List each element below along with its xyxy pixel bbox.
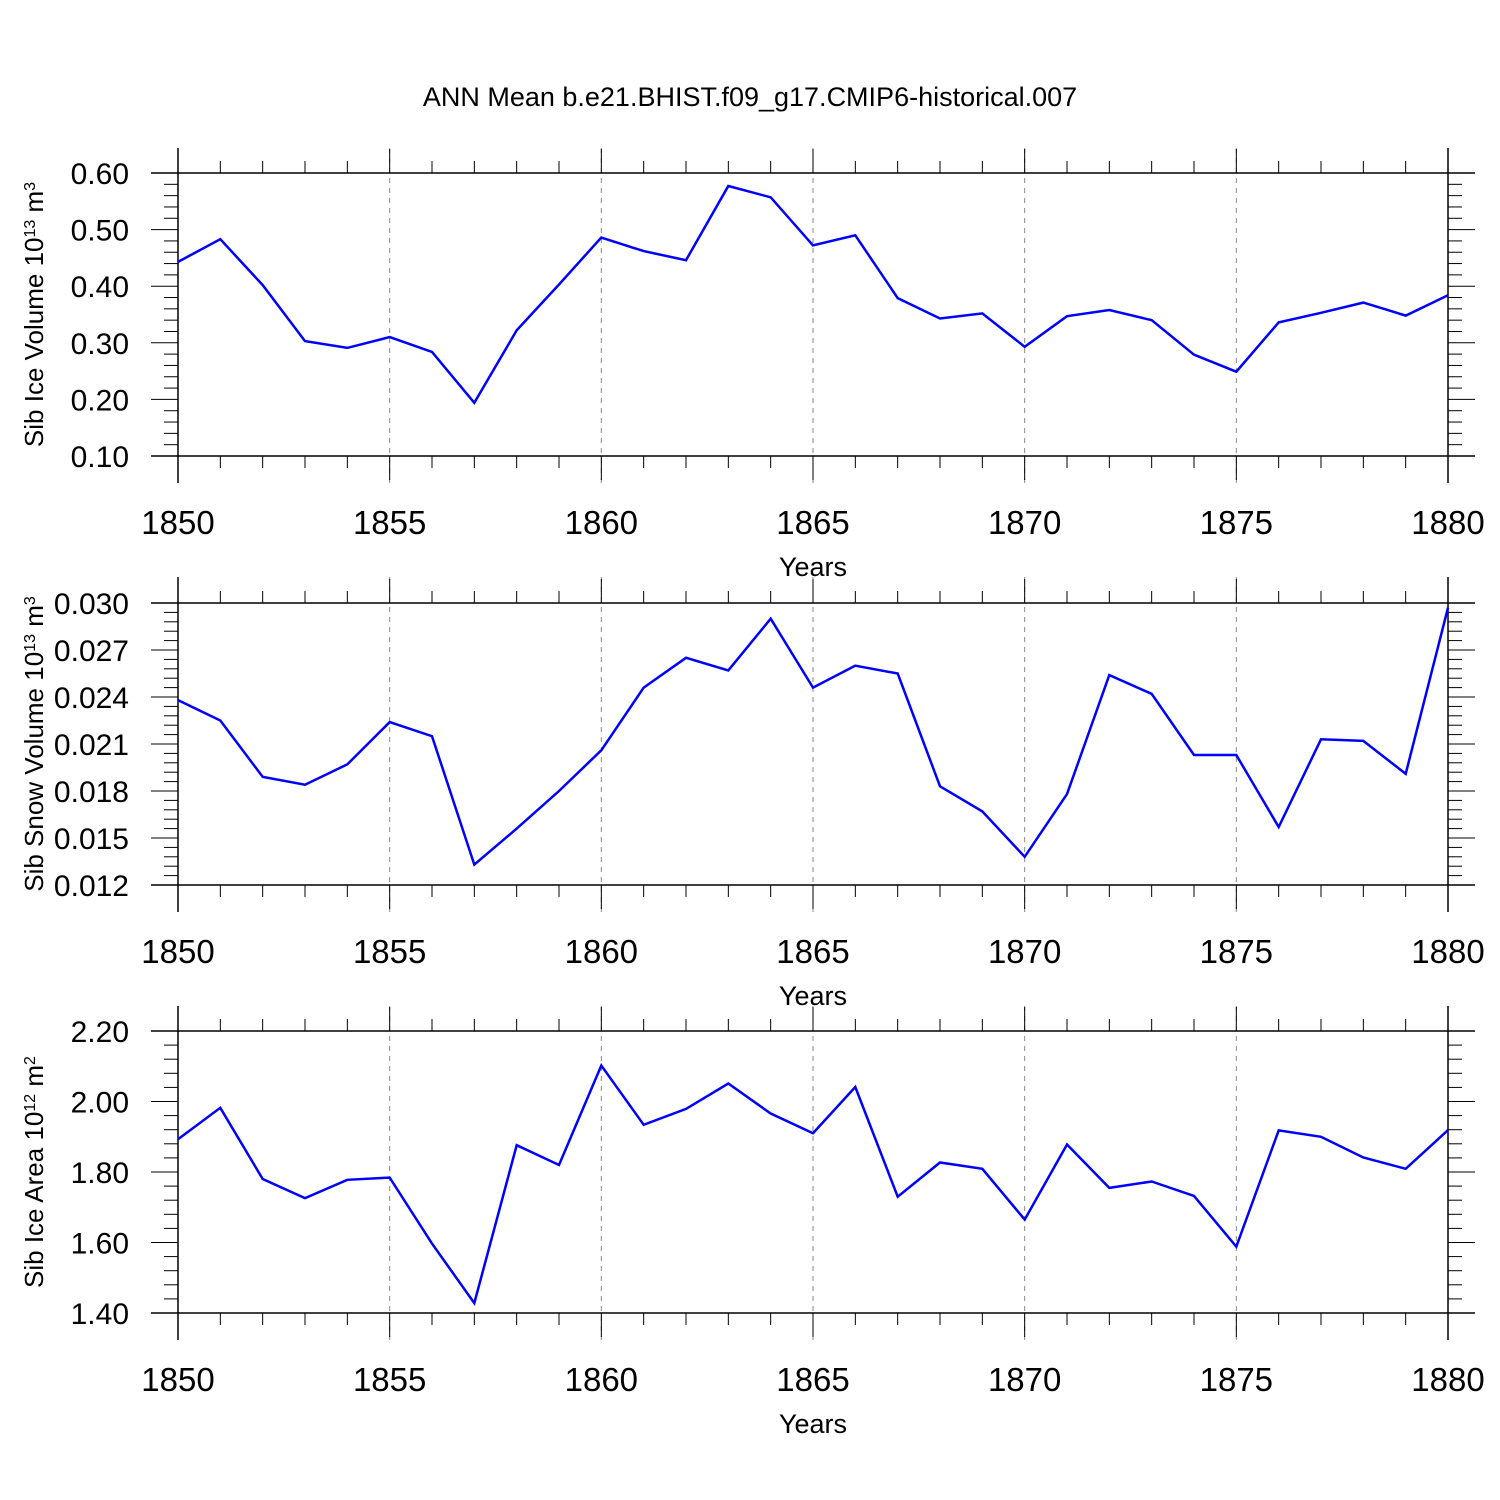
x-tick-label: 1860 [565, 504, 638, 541]
y-tick-label: 1.60 [71, 1228, 129, 1261]
x-tick-label: 1880 [1411, 933, 1484, 970]
panel-2: 0.012 0.015 0.018 0.021 0.024 0.027 0.030 1850 1… [19, 577, 1485, 1011]
x-tick-label: 1860 [565, 933, 638, 970]
y-axis-label: Sib Ice Area 1012 m2 [19, 1056, 49, 1288]
x-tick-label: 1860 [565, 1361, 638, 1398]
y-axis-label: Sib Snow Volume 1013 m3 [19, 596, 49, 892]
panel-3: 1.40 1.60 1.80 2.00 2.20 1850 1855 1860 1865 1870… [19, 1006, 1485, 1439]
x-tick-label: 1870 [988, 504, 1061, 541]
x-tick-label: 1865 [776, 1361, 849, 1398]
x-tick-label: 1850 [141, 933, 214, 970]
y-tick-label: 1.80 [71, 1157, 129, 1190]
y-tick-label: 0.10 [71, 441, 129, 474]
series-line [177, 1062, 1449, 1306]
x-tick-label: 1865 [776, 933, 849, 970]
y-axis-label: Sib Ice Volume 1013 m3 [19, 182, 49, 447]
y-tick-label: 0.30 [71, 328, 129, 361]
x-tick-label: 1875 [1200, 933, 1273, 970]
x-tick-label: 1870 [988, 933, 1061, 970]
x-tick-label: 1875 [1200, 504, 1273, 541]
x-tick-label: 1850 [141, 504, 214, 541]
y-tick-label: 0.027 [54, 635, 129, 668]
x-tick-label: 1870 [988, 1361, 1061, 1398]
y-tick-label: 0.030 [54, 588, 129, 621]
x-tick-label: 1880 [1411, 1361, 1484, 1398]
series-line [177, 184, 1449, 405]
x-tick-label: 1855 [353, 504, 426, 541]
y-tick-label: 0.021 [54, 729, 129, 762]
y-tick-label: 0.60 [71, 158, 129, 191]
y-tick-label: 0.024 [54, 682, 129, 715]
y-tick-label: 0.015 [54, 823, 129, 856]
y-tick-label: 0.018 [54, 776, 129, 809]
y-tick-label: 1.40 [71, 1298, 129, 1331]
x-tick-label: 1865 [776, 504, 849, 541]
y-tick-label: 0.012 [54, 870, 129, 903]
y-tick-label: 0.20 [71, 384, 129, 417]
chart-title: ANN Mean b.e21.BHIST.f09_g17.CMIP6-histo… [422, 82, 1078, 112]
x-axis-label: Years [779, 1409, 847, 1439]
panel-1: 0.10 0.20 0.30 0.40 0.50 0.60 1850 1855 1860 1865… [19, 148, 1485, 582]
series-line [177, 607, 1450, 867]
x-tick-label: 1855 [353, 1361, 426, 1398]
x-tick-label: 1850 [141, 1361, 214, 1398]
x-tick-label: 1855 [353, 933, 426, 970]
y-tick-label: 2.00 [71, 1087, 129, 1120]
x-tick-label: 1875 [1200, 1361, 1273, 1398]
y-tick-label: 2.20 [71, 1016, 129, 1049]
x-tick-label: 1880 [1411, 504, 1484, 541]
y-tick-label: 0.40 [71, 271, 129, 304]
y-tick-label: 0.50 [71, 215, 129, 248]
